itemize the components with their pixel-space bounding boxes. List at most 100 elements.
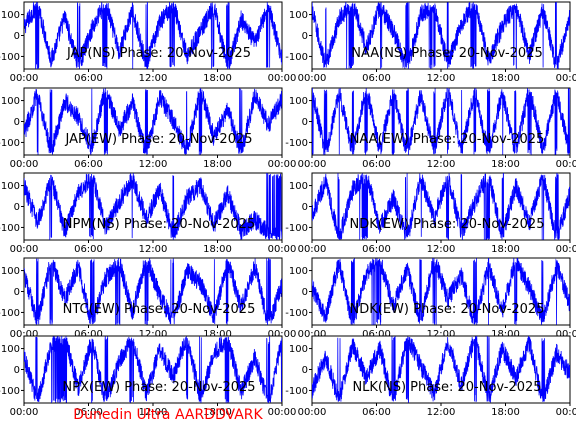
x-tick-label: 18:00 <box>491 244 520 255</box>
x-tick-label: 18:00 <box>491 159 520 170</box>
y-tick-label: 100 <box>1 344 20 355</box>
panel-title: NPX(EW) Phase: 20-Nov-2025 <box>62 380 255 395</box>
y-tick-label: 100 <box>289 10 308 21</box>
x-tick-label: 00:00 <box>556 407 576 418</box>
panel-3: 100 0 -100 00:00 06:00 12:00 18:00 00:00 JAP(EW)… <box>0 87 297 170</box>
y-tick-label: 100 <box>1 10 20 21</box>
x-tick-label: 00:00 <box>10 73 39 84</box>
x-tick-label: 12:00 <box>427 407 456 418</box>
y-tick-label: -100 <box>285 386 308 397</box>
panels: 100 0 -100 00:00 06:00 12:00 18:00 00:00 JAP(NS)… <box>0 1 576 418</box>
panel-title: NTC(EW) Phase: 20-Nov-2025 <box>63 302 256 317</box>
x-tick-label: 00:00 <box>556 159 576 170</box>
x-tick-label: 00:00 <box>298 73 327 84</box>
x-tick-label: 00:00 <box>268 329 297 340</box>
panel-title: NPM(NS) Phase: 20-Nov-2025 <box>63 217 255 232</box>
panel-title: JAP(EW) Phase: 20-Nov-2025 <box>64 132 252 147</box>
x-tick-label: 18:00 <box>491 73 520 84</box>
series-line <box>24 258 282 325</box>
x-tick-label: 06:00 <box>74 244 103 255</box>
x-tick-label: 00:00 <box>10 407 39 418</box>
x-tick-label: 18:00 <box>491 407 520 418</box>
y-tick-label: 100 <box>289 344 308 355</box>
y-tick-label: 0 <box>14 365 20 376</box>
x-tick-label: 12:00 <box>139 407 168 418</box>
y-tick-label: 100 <box>1 181 20 192</box>
panel-9: 100 0 -100 00:00 06:00 12:00 18:00 00:00 NPX(EW)… <box>0 335 297 418</box>
x-tick-label: 12:00 <box>139 73 168 84</box>
x-tick-label: 00:00 <box>268 73 297 84</box>
y-tick-label: 100 <box>1 266 20 277</box>
panel-5: 100 0 -100 00:00 06:00 12:00 18:00 00:00 NPM(NS)… <box>0 172 297 255</box>
y-tick-label: 0 <box>14 31 20 42</box>
y-tick-label: 100 <box>1 96 20 107</box>
y-tick-label: -100 <box>285 138 308 149</box>
x-tick-label: 18:00 <box>491 329 520 340</box>
y-tick-label: 100 <box>289 266 308 277</box>
y-tick-label: 0 <box>14 202 20 213</box>
y-tick-label: 0 <box>14 287 20 298</box>
panel-1: 100 0 -100 00:00 06:00 12:00 18:00 00:00 JAP(NS)… <box>0 1 297 84</box>
y-tick-label: 0 <box>302 117 308 128</box>
x-tick-label: 00:00 <box>268 407 297 418</box>
x-tick-label: 06:00 <box>74 329 103 340</box>
x-tick-label: 18:00 <box>203 407 232 418</box>
panel-title: NAA(NS) Phase: 20-Nov-2025 <box>351 46 542 61</box>
x-tick-label: 06:00 <box>74 407 103 418</box>
x-tick-label: 06:00 <box>362 159 391 170</box>
x-tick-label: 12:00 <box>139 159 168 170</box>
x-tick-label: 00:00 <box>298 159 327 170</box>
x-tick-label: 00:00 <box>268 244 297 255</box>
y-tick-label: -100 <box>0 308 20 319</box>
x-tick-label: 00:00 <box>10 244 39 255</box>
x-tick-label: 06:00 <box>362 329 391 340</box>
x-tick-label: 06:00 <box>362 244 391 255</box>
panel-title: NDK(EW) Phase: 20-Nov-2025 <box>350 217 545 232</box>
x-tick-label: 00:00 <box>556 329 576 340</box>
x-tick-label: 12:00 <box>427 329 456 340</box>
panel-title: NDK(EW) Phase: 20-Nov-2025 <box>350 302 545 317</box>
series-line <box>312 2 570 69</box>
series-line <box>312 173 570 240</box>
series-line <box>24 336 282 403</box>
x-tick-label: 12:00 <box>427 73 456 84</box>
panel-title: NLK(NS) Phase: 20-Nov-2025 <box>352 380 541 395</box>
series-line <box>312 88 570 155</box>
y-tick-label: 100 <box>289 96 308 107</box>
y-tick-label: 0 <box>302 31 308 42</box>
y-tick-label: 0 <box>302 287 308 298</box>
y-tick-label: 0 <box>302 365 308 376</box>
panel-2: 100 0 -100 00:00 06:00 12:00 18:00 00:00 NAA(NS)… <box>285 1 576 84</box>
x-tick-label: 12:00 <box>139 244 168 255</box>
x-tick-label: 00:00 <box>268 159 297 170</box>
y-tick-label: 0 <box>14 117 20 128</box>
y-tick-label: -100 <box>285 308 308 319</box>
panel-6: 100 0 -100 00:00 06:00 12:00 18:00 00:00 NDK(EW)… <box>285 172 576 255</box>
y-tick-label: -100 <box>285 223 308 234</box>
x-tick-label: 00:00 <box>298 329 327 340</box>
x-tick-label: 00:00 <box>556 73 576 84</box>
series-line <box>312 258 570 325</box>
y-tick-label: -100 <box>0 386 20 397</box>
y-tick-label: -100 <box>0 223 20 234</box>
x-tick-label: 12:00 <box>427 159 456 170</box>
panel-7: 100 0 -100 00:00 06:00 12:00 18:00 00:00 NTC(EW)… <box>0 257 297 340</box>
y-tick-label: -100 <box>0 138 20 149</box>
x-tick-label: 06:00 <box>74 73 103 84</box>
x-tick-label: 18:00 <box>203 244 232 255</box>
panel-10: 100 0 -100 00:00 06:00 12:00 18:00 00:00 NLK(NS)… <box>285 335 576 418</box>
panel-8: 100 0 -100 00:00 06:00 12:00 18:00 00:00 NDK(EW)… <box>285 257 576 340</box>
panel-4: 100 0 -100 00:00 06:00 12:00 18:00 00:00 NAA(EW)… <box>285 87 576 170</box>
y-tick-label: 0 <box>302 202 308 213</box>
x-tick-label: 18:00 <box>203 159 232 170</box>
x-tick-label: 00:00 <box>298 407 327 418</box>
x-tick-label: 18:00 <box>203 73 232 84</box>
x-tick-label: 00:00 <box>10 159 39 170</box>
footer-text: Dunedin Ultra AARDDVARK <box>73 407 263 423</box>
x-tick-label: 00:00 <box>556 244 576 255</box>
series-line <box>312 336 570 403</box>
x-tick-label: 06:00 <box>362 407 391 418</box>
y-tick-label: -100 <box>0 52 20 63</box>
x-tick-label: 12:00 <box>139 329 168 340</box>
